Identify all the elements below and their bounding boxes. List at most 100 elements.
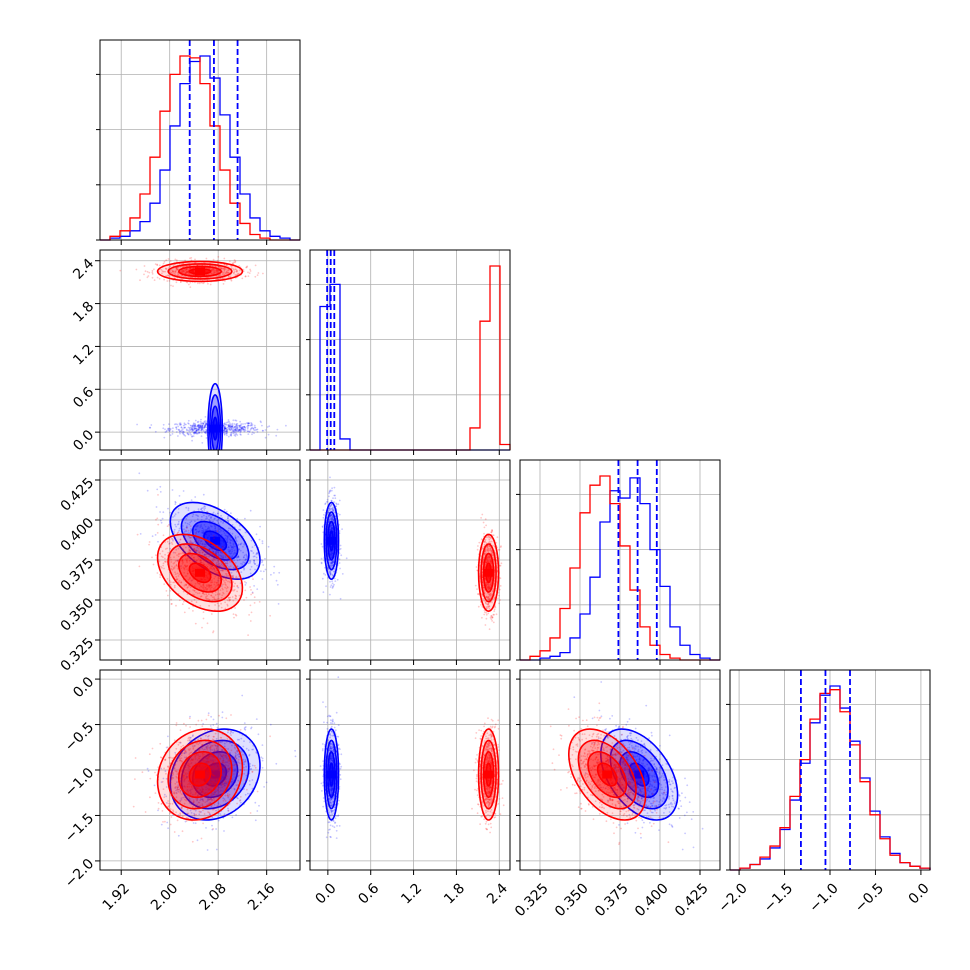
scatter-point — [229, 550, 232, 553]
scatter-point — [175, 281, 178, 284]
scatter-point — [212, 631, 214, 634]
scatter-point — [170, 537, 173, 540]
scatter-point — [323, 513, 325, 516]
scatter-point — [261, 744, 264, 746]
scatter-point — [197, 556, 199, 558]
scatter-point — [204, 507, 206, 510]
scatter-point — [196, 559, 199, 562]
scatter-point — [194, 520, 196, 523]
scatter-point — [262, 570, 265, 573]
scatter-point — [210, 516, 213, 518]
scatter-point — [195, 528, 198, 531]
scatter-point — [487, 549, 490, 552]
scatter-point — [486, 605, 489, 608]
scatter-point — [207, 563, 209, 565]
scatter-point — [174, 571, 176, 574]
scatter-point — [196, 432, 199, 435]
scatter-point — [488, 587, 491, 590]
scatter-point — [173, 531, 176, 533]
scatter-point — [331, 561, 334, 564]
scatter-point — [253, 559, 255, 562]
scatter-point — [172, 551, 175, 554]
scatter-point — [228, 598, 231, 601]
scatter-point — [175, 267, 178, 269]
scatter-point — [482, 546, 484, 549]
scatter-point — [168, 523, 170, 526]
scatter-point — [187, 529, 190, 532]
scatter-point — [181, 559, 184, 562]
scatter-point — [493, 583, 495, 586]
scatter-point — [183, 752, 186, 755]
scatter-point — [216, 749, 219, 752]
scatter-point — [178, 579, 181, 582]
scatter-point — [223, 422, 226, 425]
scatter-point — [202, 529, 205, 531]
scatter-point — [205, 515, 208, 518]
scatter-point — [180, 567, 183, 570]
scatter-point — [482, 559, 485, 562]
scatter-point — [163, 567, 165, 570]
scatter-point — [161, 270, 164, 273]
scatter-point — [206, 622, 209, 625]
scatter-point — [183, 564, 186, 567]
scatter-point — [247, 424, 250, 427]
scatter-point — [334, 494, 336, 497]
scatter-point — [212, 551, 215, 553]
scatter-point — [223, 742, 226, 745]
scatter-point — [264, 429, 267, 431]
scatter-point — [175, 548, 178, 551]
scatter-point — [185, 583, 188, 585]
scatter-point — [197, 425, 200, 428]
scatter-point — [193, 424, 196, 427]
scatter-point — [169, 556, 172, 559]
scatter-point — [490, 618, 493, 621]
scatter-point — [186, 281, 189, 284]
scatter-point — [229, 527, 232, 530]
scatter-point — [231, 575, 234, 578]
scatter-point — [165, 259, 168, 262]
scatter-point — [239, 433, 242, 435]
histogram-panel-4 — [726, 669, 931, 871]
scatter-point — [489, 582, 492, 585]
scatter-point — [489, 548, 492, 550]
scatter-point — [198, 550, 201, 553]
scatter-point — [482, 558, 485, 560]
scatter-point — [247, 792, 249, 795]
scatter-point — [194, 424, 197, 426]
scatter-point — [143, 273, 145, 276]
scatter-point — [242, 423, 244, 425]
scatter-point — [225, 569, 228, 572]
scatter-point — [202, 429, 205, 432]
scatter-point — [157, 540, 159, 543]
scatter-point — [225, 587, 228, 590]
scatter-point — [232, 574, 235, 577]
scatter-point — [196, 592, 199, 595]
scatter-point — [214, 271, 217, 274]
scatter-point — [332, 570, 335, 573]
scatter-point — [199, 559, 201, 562]
scatter-point — [189, 531, 192, 534]
scatter-point — [232, 545, 235, 548]
scatter-point — [238, 430, 240, 432]
scatter-point — [165, 429, 168, 432]
scatter-point — [486, 549, 489, 551]
scatter-point — [226, 562, 228, 565]
scatter-point — [204, 424, 206, 427]
scatter-point — [487, 588, 490, 591]
scatter-point — [205, 588, 208, 591]
scatter-point — [222, 757, 225, 760]
scatter-point — [211, 579, 214, 581]
scatter-point — [233, 585, 236, 588]
scatter-point — [224, 430, 226, 433]
scatter-point — [175, 578, 178, 581]
scatter-point — [223, 273, 226, 276]
scatter-point — [225, 264, 228, 267]
scatter-point — [184, 564, 187, 567]
scatter-point — [136, 423, 139, 426]
scatter-point — [213, 269, 216, 272]
scatter-point — [221, 277, 224, 280]
scatter-point — [232, 262, 235, 265]
scatter-point — [328, 507, 331, 509]
scatter-point — [264, 568, 267, 571]
scatter-point — [215, 552, 218, 555]
